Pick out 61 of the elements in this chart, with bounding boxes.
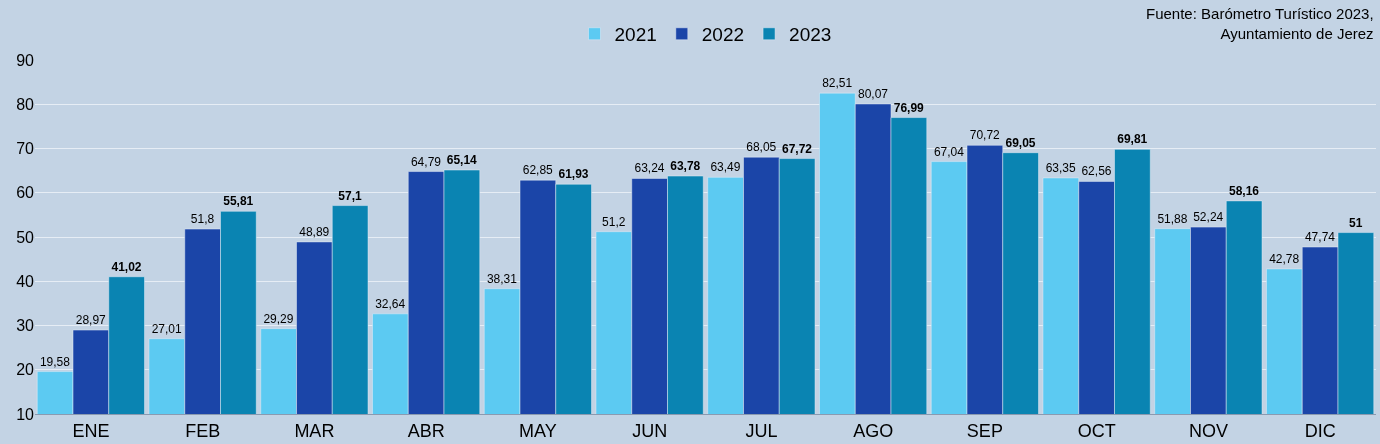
legend-label: 2021 [614,24,657,46]
data-label: 51,2 [602,214,626,229]
data-label: 68,05 [746,140,777,155]
x-tick-label: AGO [853,420,894,441]
y-tick-label: 10 [16,405,35,423]
y-tick-label: 80 [16,95,35,113]
data-label: 38,31 [486,271,518,286]
y-tick-label: 50 [16,228,35,246]
data-label: 51,88 [1157,211,1188,226]
data-label: 52,24 [1193,210,1224,225]
data-label: 51 [1349,215,1363,230]
data-label: 69,81 [1117,132,1148,147]
data-label: 80,07 [857,86,889,101]
x-tick-label: MAY [519,420,557,441]
data-label: 62,85 [522,163,554,178]
data-label: 82,51 [822,76,853,91]
data-label: 63,35 [1045,160,1077,175]
data-label: 63,78 [670,159,701,174]
y-tick-label: 90 [16,51,35,69]
legend-label: 2023 [789,24,832,46]
data-label: 76,99 [893,100,925,115]
data-label: 61,93 [558,167,589,182]
x-tick-label: ABR [407,420,445,441]
source-note: Fuente: Barómetro Turístico 2023, Ayuntamiento de Jerez [1146,5,1374,42]
data-label: 48,89 [299,224,330,239]
data-label: 32,64 [375,296,406,311]
data-label: 57,1 [338,188,362,203]
x-tick-label: FEB [185,420,221,441]
y-tick-label: 70 [16,140,35,158]
y-tick-label: 40 [16,272,35,290]
y-tick-label: 60 [16,184,35,202]
data-label: 47,74 [1304,230,1336,244]
data-label: 62,56 [1081,164,1112,179]
x-tick-label: JUL [745,420,778,441]
x-tick-label: JUN [632,420,668,441]
data-label: 42,78 [1269,251,1300,266]
data-label: 28,97 [75,313,107,328]
data-label: 67,04 [933,144,965,159]
data-label: 69,05 [1005,135,1036,150]
data-label: 55,81 [223,194,254,209]
data-label: 70,72 [969,128,1001,143]
legend-label: 2022 [701,24,745,46]
data-label: 63,24 [634,161,665,176]
x-tick-label: ENE [72,420,110,441]
data-label: 58,16 [1228,183,1260,198]
x-tick-label: DIC [1304,420,1336,441]
x-tick-label: OCT [1077,420,1116,441]
x-tick-label: MAR [294,420,335,441]
data-label: 29,29 [263,311,294,326]
y-tick-label: 30 [16,317,35,335]
data-label: 51,8 [190,212,215,227]
data-label: 27,01 [151,321,183,336]
data-label: 41,02 [111,259,142,274]
data-label: 63,49 [710,160,741,175]
data-label: 65,14 [446,153,478,168]
y-tick-label: 20 [16,361,35,379]
data-label: 67,72 [781,141,813,156]
data-label: 19,58 [39,354,71,369]
x-tick-label: SEP [966,420,1003,441]
x-tick-label: NOV [1188,420,1228,441]
data-label: 64,79 [410,154,442,169]
